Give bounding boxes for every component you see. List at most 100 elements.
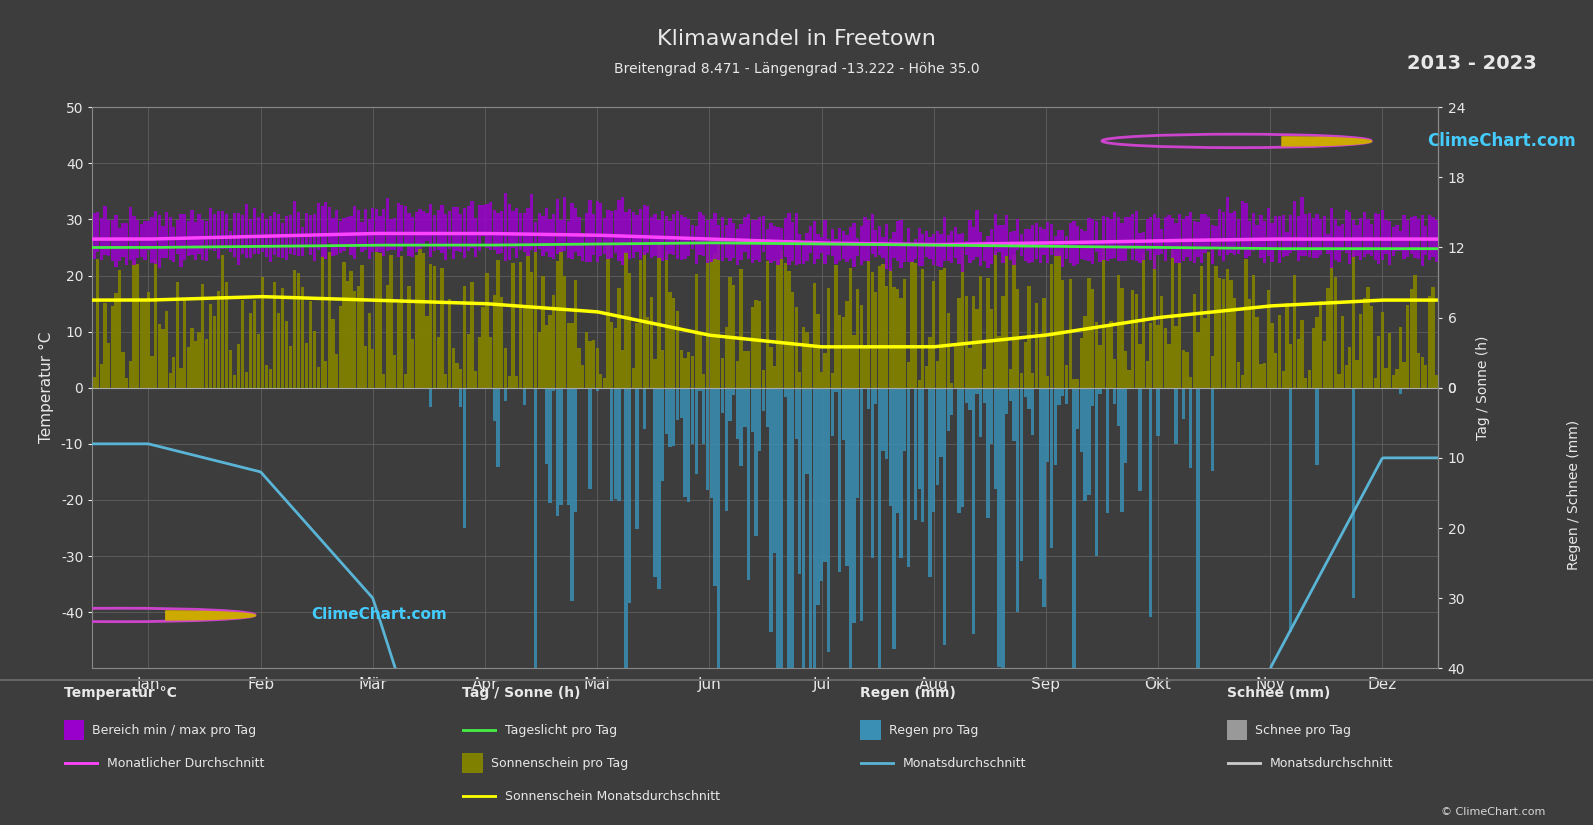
Bar — [213, 214, 217, 252]
Bar — [1160, 295, 1163, 388]
Bar — [1282, 371, 1286, 388]
Bar — [720, 358, 725, 388]
Bar — [277, 214, 280, 257]
Bar — [1266, 208, 1270, 256]
Bar — [515, 376, 518, 388]
Bar — [508, 376, 511, 388]
Bar — [744, 388, 747, 427]
Bar — [280, 224, 284, 257]
Text: Schnee pro Tag: Schnee pro Tag — [1255, 724, 1351, 737]
Bar — [806, 388, 809, 474]
Bar — [1316, 388, 1319, 464]
Bar — [530, 194, 534, 250]
Bar — [448, 211, 451, 249]
Bar — [523, 309, 526, 388]
Bar — [277, 313, 280, 388]
Bar — [470, 201, 473, 248]
Bar — [451, 207, 456, 259]
Bar — [975, 388, 978, 394]
Bar — [357, 210, 360, 248]
Bar — [503, 388, 507, 402]
Bar — [548, 315, 551, 388]
Bar — [1016, 388, 1020, 612]
Bar — [481, 307, 484, 388]
Bar — [374, 210, 378, 252]
Bar — [1402, 361, 1405, 388]
Bar — [895, 388, 898, 513]
Bar — [1373, 213, 1376, 260]
Bar — [918, 229, 921, 266]
Bar — [961, 248, 964, 388]
Bar — [288, 215, 293, 254]
Bar — [1027, 286, 1031, 388]
Bar — [1053, 388, 1056, 465]
Bar — [1211, 388, 1214, 471]
Bar — [245, 372, 249, 388]
Bar — [573, 388, 577, 512]
Bar — [166, 212, 169, 258]
Bar — [354, 291, 357, 388]
Bar — [787, 271, 790, 388]
Bar — [1427, 215, 1431, 260]
Bar — [1005, 388, 1008, 413]
Bar — [456, 207, 459, 252]
Bar — [1327, 289, 1330, 388]
Bar — [1086, 219, 1091, 262]
Bar — [237, 344, 241, 388]
Bar — [562, 276, 566, 388]
Bar — [1356, 225, 1359, 256]
Text: Schnee (mm): Schnee (mm) — [1227, 686, 1330, 700]
Bar — [205, 339, 209, 388]
Bar — [986, 388, 989, 518]
Bar — [567, 388, 570, 505]
Bar — [827, 288, 830, 388]
Bar — [1316, 317, 1319, 388]
Bar — [1080, 388, 1083, 452]
Bar — [301, 287, 304, 388]
Bar — [795, 388, 798, 439]
Bar — [846, 235, 849, 262]
Bar — [577, 347, 581, 388]
Bar — [1094, 322, 1098, 388]
Bar — [683, 358, 687, 388]
Text: Temperatur °C: Temperatur °C — [64, 686, 177, 700]
Bar — [1294, 276, 1297, 388]
Bar — [573, 280, 577, 388]
Bar — [835, 388, 838, 393]
Bar — [1047, 222, 1050, 263]
Bar — [1214, 266, 1217, 388]
Bar — [581, 365, 585, 388]
Bar — [889, 238, 892, 271]
Bar — [972, 388, 975, 634]
Bar — [658, 219, 661, 258]
Bar — [497, 214, 500, 254]
Bar — [725, 225, 728, 257]
Bar — [126, 223, 129, 265]
Bar — [628, 388, 631, 603]
Text: Breitengrad 8.471 - Längengrad -13.222 - Höhe 35.0: Breitengrad 8.471 - Längengrad -13.222 -… — [613, 62, 980, 76]
Bar — [1139, 388, 1142, 491]
Bar — [827, 239, 830, 256]
Bar — [264, 365, 268, 388]
Bar — [570, 202, 573, 259]
Bar — [107, 219, 110, 257]
Bar — [1370, 306, 1373, 388]
Bar — [949, 383, 954, 388]
Bar — [1384, 367, 1388, 388]
Bar — [969, 219, 972, 262]
Bar — [878, 266, 881, 388]
Bar — [1252, 214, 1255, 251]
Bar — [1286, 304, 1289, 388]
Bar — [1352, 220, 1356, 257]
Bar — [593, 214, 596, 255]
Bar — [1416, 353, 1421, 388]
Bar — [1163, 217, 1168, 261]
Bar — [1008, 369, 1012, 388]
Bar — [725, 388, 728, 511]
Bar — [328, 207, 331, 243]
Bar — [436, 337, 440, 388]
Bar — [994, 214, 997, 255]
Bar — [610, 210, 613, 257]
Bar — [975, 210, 978, 257]
Bar — [639, 261, 642, 388]
